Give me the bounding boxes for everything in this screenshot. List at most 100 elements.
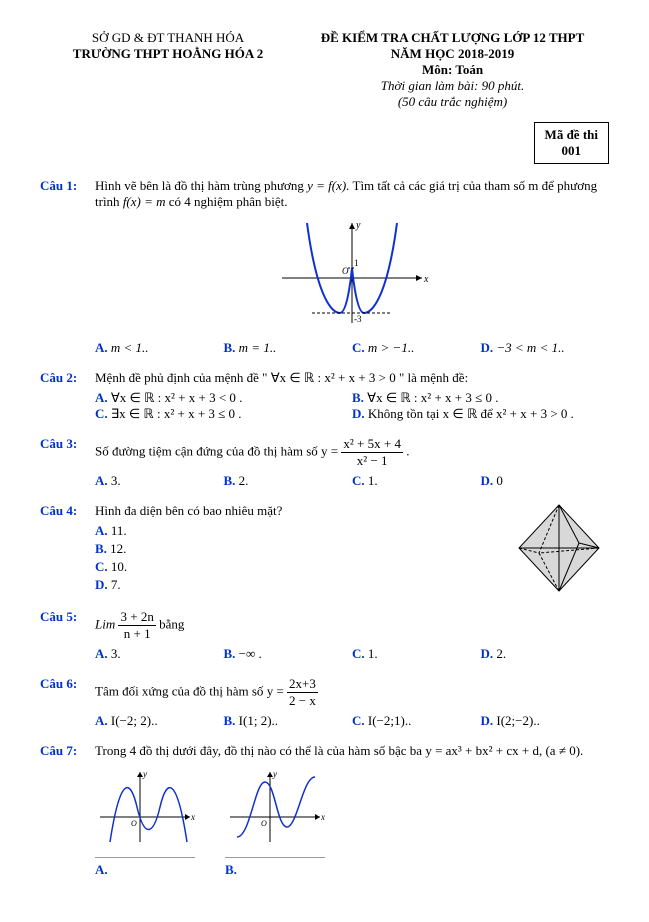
q3-fraction: x² + 5x + 4 x² − 1 [341, 436, 403, 469]
q4-d: D. 7. [95, 577, 509, 593]
svg-text:x: x [423, 274, 429, 285]
q3-a: A. 3. [95, 473, 224, 489]
q2-body: Mệnh đề phủ định của mệnh đề " ∀x ∈ ℝ : … [95, 370, 609, 422]
q3-b: B. 2. [224, 473, 353, 489]
q2-a: A. ∀x ∈ ℝ : x² + x + 3 < 0 . [95, 390, 352, 406]
svg-text:y: y [355, 220, 361, 231]
q4-body: Hình đa diện bên có bao nhiêu mặt? A. 11… [95, 503, 609, 595]
q5-b: B. −∞ . [224, 646, 353, 662]
q7-body: Trong 4 đồ thị dưới đây, đồ thị nào có t… [95, 743, 609, 878]
q6-choices: A. I(−2; 2).. B. I(1; 2).. C. I(−2;1).. … [95, 713, 609, 729]
q1-choices: A. m < 1.. B. m = 1.. C. m > −1.. D. −3 … [95, 340, 609, 356]
q7-text: Trong 4 đồ thị dưới đây, đồ thị nào có t… [95, 743, 583, 758]
q3-d: D. 0 [481, 473, 610, 489]
q5-fraction: 3 + 2n n + 1 [118, 609, 155, 642]
y-eq: y = [267, 683, 287, 698]
exam-count: (50 câu trắc nghiệm) [296, 94, 609, 110]
y-eq: y = [321, 443, 341, 458]
q1-graph: x y O 1 -3 [95, 218, 609, 332]
q4-b: B. 12. [95, 541, 509, 557]
exam-subject: Môn: Toán [296, 62, 609, 78]
exam-code-value: 001 [545, 143, 598, 159]
q1-c: C. m > −1.. [352, 340, 481, 356]
q2-label: Câu 2: [40, 370, 95, 422]
q5-a: A. 3. [95, 646, 224, 662]
q2-text: Mệnh đề phủ định của mệnh đề " ∀x ∈ ℝ : … [95, 370, 468, 385]
polyhedron-icon [509, 503, 609, 593]
q7-a-label: A. [95, 862, 108, 877]
q5-d: D. 2. [481, 646, 610, 662]
q1-eq1: y = f(x). [307, 178, 349, 193]
exam-year: NĂM HỌC 2018-2019 [296, 46, 609, 62]
svg-text:x: x [320, 812, 325, 822]
cubic-graph-a-icon: x y O [95, 767, 195, 847]
exam-duration: Thời gian làm bài: 90 phút. [296, 78, 609, 94]
q1-label: Câu 1: [40, 178, 95, 356]
q4-label: Câu 4: [40, 503, 95, 595]
q7-b-label: B. [225, 862, 237, 877]
q4-choices: A. 11. B. 12. C. 10. D. 7. [95, 523, 509, 595]
svg-text:y: y [142, 769, 147, 779]
q3-choices: A. 3. B. 2. C. 1. D. 0 [95, 473, 609, 489]
q2-b: B. ∀x ∈ ℝ : x² + x + 3 ≤ 0 . [352, 390, 609, 406]
page-header: SỞ GD & ĐT THANH HÓA TRƯỜNG THPT HOẰNG H… [40, 30, 609, 110]
header-left: SỞ GD & ĐT THANH HÓA TRƯỜNG THPT HOẰNG H… [40, 30, 296, 110]
q6-a: A. I(−2; 2).. [95, 713, 224, 729]
q3-body: Số đường tiệm cận đứng của đồ thị hàm số… [95, 436, 609, 489]
q6-text: Tâm đối xứng của đồ thị hàm số [95, 683, 267, 698]
q5-label: Câu 5: [40, 609, 95, 662]
svg-text:-3: -3 [354, 314, 362, 324]
cubic-graph-b-icon: x y O [225, 767, 325, 847]
svg-text:O: O [131, 819, 137, 828]
q7-label: Câu 7: [40, 743, 95, 878]
q6-c: C. I(−2;1).. [352, 713, 481, 729]
svg-text:y: y [272, 769, 277, 779]
q4-c: C. 10. [95, 559, 509, 575]
q1-text1: Hình vẽ bên là đồ thị hàm trùng phương [95, 178, 307, 193]
q5-body: Lim 3 + 2n n + 1 bằng A. 3. B. −∞ . C. 1… [95, 609, 609, 662]
q1-d: D. −3 < m < 1.. [481, 340, 610, 356]
school: TRƯỜNG THPT HOẰNG HÓA 2 [40, 46, 296, 62]
q3-text: Số đường tiệm cận đứng của đồ thị hàm số [95, 443, 321, 458]
quartic-graph-icon: x y O 1 -3 [272, 218, 432, 328]
svg-text:O: O [261, 819, 267, 828]
q6-label: Câu 6: [40, 676, 95, 729]
q4-a: A. 11. [95, 523, 509, 539]
q7-graph-a: x y O A. [95, 767, 195, 878]
q1-b: B. m = 1.. [224, 340, 353, 356]
svg-text:O: O [342, 266, 349, 276]
q3-c: C. 1. [352, 473, 481, 489]
q6-b: B. I(1; 2).. [224, 713, 353, 729]
q6-fraction: 2x+3 2 − x [287, 676, 318, 709]
question-3: Câu 3: Số đường tiệm cận đứng của đồ thị… [40, 436, 609, 489]
q3-label: Câu 3: [40, 436, 95, 489]
q1-body: Hình vẽ bên là đồ thị hàm trùng phương y… [95, 178, 609, 356]
q1-eq2: f(x) = m [123, 194, 166, 209]
q4-text: Hình đa diện bên có bao nhiêu mặt? [95, 503, 509, 519]
exam-title: ĐỀ KIỂM TRA CHẤT LƯỢNG LỚP 12 THPT [296, 30, 609, 46]
question-6: Câu 6: Tâm đối xứng của đồ thị hàm số y … [40, 676, 609, 729]
question-5: Câu 5: Lim 3 + 2n n + 1 bằng A. 3. B. −∞… [40, 609, 609, 662]
question-4: Câu 4: Hình đa diện bên có bao nhiêu mặt… [40, 503, 609, 595]
exam-code-label: Mã đề thi [545, 127, 598, 143]
header-right: ĐỀ KIỂM TRA CHẤT LƯỢNG LỚP 12 THPT NĂM H… [296, 30, 609, 110]
question-2: Câu 2: Mệnh đề phủ định của mệnh đề " ∀x… [40, 370, 609, 422]
svg-text:x: x [190, 812, 195, 822]
q2-choices: A. ∀x ∈ ℝ : x² + x + 3 < 0 . B. ∀x ∈ ℝ :… [95, 390, 609, 422]
q2-c: C. ∃x ∈ ℝ : x² + x + 3 ≤ 0 . [95, 406, 352, 422]
dept: SỞ GD & ĐT THANH HÓA [40, 30, 296, 46]
q5-lim: Lim [95, 616, 115, 631]
q7-graphs: x y O A. x y O [95, 767, 609, 878]
q5-choices: A. 3. B. −∞ . C. 1. D. 2. [95, 646, 609, 662]
q1-a: A. m < 1.. [95, 340, 224, 356]
q5-text2: bằng [159, 616, 184, 631]
q5-c: C. 1. [352, 646, 481, 662]
exam-code-box: Mã đề thi 001 [534, 122, 609, 164]
q1-text3: có 4 nghiệm phân biệt. [169, 194, 288, 209]
q6-body: Tâm đối xứng của đồ thị hàm số y = 2x+3 … [95, 676, 609, 729]
q2-d: D. Không tồn tại x ∈ ℝ để x² + x + 3 > 0… [352, 406, 609, 422]
question-1: Câu 1: Hình vẽ bên là đồ thị hàm trùng p… [40, 178, 609, 356]
q6-d: D. I(2;−2).. [481, 713, 610, 729]
q7-graph-b: x y O B. [225, 767, 325, 878]
svg-text:1: 1 [354, 258, 359, 268]
